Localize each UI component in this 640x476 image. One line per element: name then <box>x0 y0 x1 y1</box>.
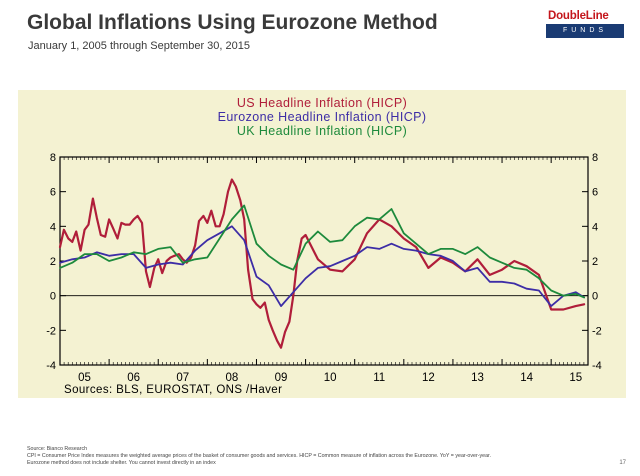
logo-name: DoubleLine <box>548 10 609 22</box>
y-tick-label-right-2: 0 <box>592 291 598 303</box>
y-tick-label-left-1: -2 <box>46 325 56 337</box>
chart-source-note: Sources: BLS, EUROSTAT, ONS /Haver <box>64 384 282 396</box>
y-tick-label-left-2: 0 <box>50 291 56 303</box>
footnote-disclaimer: Eurozone method does not include shelter… <box>27 460 216 466</box>
page-title: Global Inflations Using Eurozone Method <box>27 11 438 34</box>
legend-entry-2: UK Headline Inflation (HICP) <box>237 124 407 138</box>
chart-panel: US Headline Inflation (HICP) Eurozone Hea… <box>18 90 626 398</box>
y-tick-label-right-3: 2 <box>592 256 598 268</box>
y-tick-label-right-6: 8 <box>592 152 598 164</box>
page-number: 17 <box>619 460 626 466</box>
page-subtitle: January 1, 2005 through September 30, 20… <box>28 40 250 52</box>
x-tick-label-6: 11 <box>373 372 385 384</box>
x-tick-label-10: 15 <box>569 372 582 384</box>
x-tick-label-4: 09 <box>275 372 288 384</box>
y-tick-label-right-5: 6 <box>592 187 598 199</box>
series-line-2 <box>59 204 585 299</box>
x-tick-label-8: 13 <box>471 372 484 384</box>
footnote-source: Source: Bianco Research <box>27 446 88 452</box>
footnote: Source: Bianco Research CPI = Consumer P… <box>27 446 587 467</box>
y-tick-label-left-4: 4 <box>50 221 56 233</box>
y-tick-label-left-6: 8 <box>50 152 56 164</box>
x-tick-label-5: 10 <box>324 372 337 384</box>
series-line-1 <box>59 225 585 308</box>
logo-tagline: FUNDS <box>546 24 624 38</box>
y-tick-label-left-3: 2 <box>50 256 56 268</box>
y-tick-label-right-1: -2 <box>592 325 602 337</box>
inflation-line-chart: US Headline Inflation (HICP)Eurozone Hea… <box>46 96 602 396</box>
legend-entry-0: US Headline Inflation (HICP) <box>237 96 407 110</box>
x-tick-label-2: 07 <box>176 372 189 384</box>
doubleline-logo: DoubleLine FUNDS <box>546 10 624 44</box>
y-tick-label-left-5: 6 <box>50 187 56 199</box>
y-tick-label-left-0: -4 <box>46 360 56 372</box>
y-tick-label-right-0: -4 <box>592 360 602 372</box>
footnote-definitions: CPI = Consumer Price Index measures the … <box>27 453 491 459</box>
x-tick-label-9: 14 <box>520 372 533 384</box>
y-tick-label-right-4: 4 <box>592 221 598 233</box>
x-tick-label-0: 05 <box>78 372 91 384</box>
legend-entry-1: Eurozone Headline Inflation (HICP) <box>218 110 427 124</box>
x-tick-label-1: 06 <box>127 372 140 384</box>
x-tick-label-7: 12 <box>422 372 435 384</box>
x-tick-label-3: 08 <box>226 372 239 384</box>
